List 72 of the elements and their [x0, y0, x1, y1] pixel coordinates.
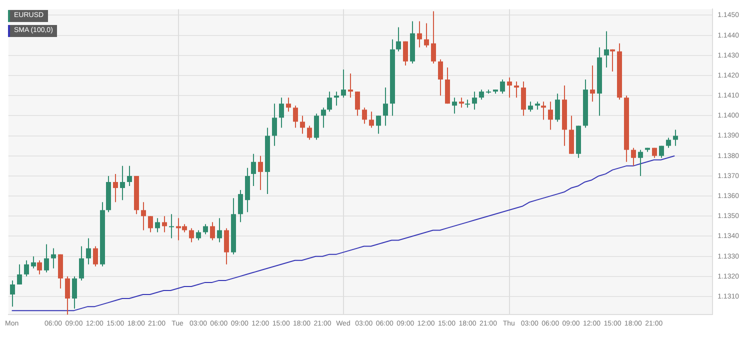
candlestick	[169, 214, 174, 239]
candlestick	[431, 10, 436, 64]
candlestick	[424, 22, 429, 48]
candlestick	[548, 101, 553, 130]
candlestick	[300, 115, 305, 134]
candlestick	[79, 246, 84, 281]
candlestick	[362, 107, 367, 124]
candlestick	[196, 230, 201, 241]
candlestick	[355, 91, 360, 116]
candlestick	[528, 101, 533, 112]
candlestick	[37, 260, 42, 275]
candlestick	[521, 81, 526, 116]
candlestick	[314, 113, 319, 140]
candlestick	[659, 145, 664, 158]
candlestick	[638, 149, 643, 176]
candlestick	[72, 276, 77, 310]
candlestick	[348, 72, 353, 98]
candlestick	[500, 79, 505, 94]
candlestick	[666, 137, 671, 148]
candlestick	[417, 20, 422, 48]
candlestick	[673, 129, 678, 146]
candlestick	[238, 190, 243, 223]
candlestick	[127, 165, 132, 187]
candlestick	[44, 244, 49, 273]
candlestick	[141, 202, 146, 231]
candlestick	[631, 147, 636, 166]
candlestick	[438, 58, 443, 96]
candlestick	[403, 40, 408, 66]
candlestick	[472, 91, 477, 110]
candlestick	[203, 224, 208, 235]
candlestick	[383, 87, 388, 126]
candlestick	[341, 68, 346, 98]
candlestick	[224, 228, 229, 265]
candlestick	[189, 228, 194, 243]
candlestick	[321, 107, 326, 128]
candlestick	[86, 238, 91, 265]
candlestick	[507, 77, 512, 98]
candlestick	[31, 256, 36, 269]
candlestick	[17, 264, 22, 285]
candlestick	[555, 93, 560, 122]
candlestick	[113, 173, 118, 203]
candlestick	[286, 97, 291, 112]
candlestick	[396, 26, 401, 52]
candlestick	[24, 260, 29, 277]
candlestick	[514, 81, 519, 98]
candlestick	[10, 280, 15, 308]
candlestick	[604, 30, 609, 68]
candlestick	[217, 218, 222, 243]
candlestick	[307, 125, 312, 140]
candlestick	[210, 222, 215, 241]
candlestick	[369, 111, 374, 128]
candlestick	[479, 89, 484, 100]
candlestick	[120, 165, 125, 201]
candlestick	[93, 246, 98, 267]
candlestick	[251, 153, 256, 187]
candlestick	[293, 105, 298, 128]
candlestick	[65, 276, 70, 316]
candlestick	[376, 115, 381, 134]
candlestick	[258, 155, 263, 191]
candlestick	[327, 91, 332, 112]
candlestick	[452, 97, 457, 114]
candlestick	[334, 91, 339, 106]
candlestick	[279, 97, 284, 128]
candlestick	[155, 218, 160, 233]
candlestick	[272, 103, 277, 146]
candlestick	[162, 216, 167, 233]
candlestick	[51, 248, 56, 269]
candlestick	[148, 216, 153, 233]
candlestick	[541, 101, 546, 120]
candlestick	[590, 64, 595, 102]
candlestick	[610, 48, 615, 72]
candlestick	[459, 97, 464, 108]
